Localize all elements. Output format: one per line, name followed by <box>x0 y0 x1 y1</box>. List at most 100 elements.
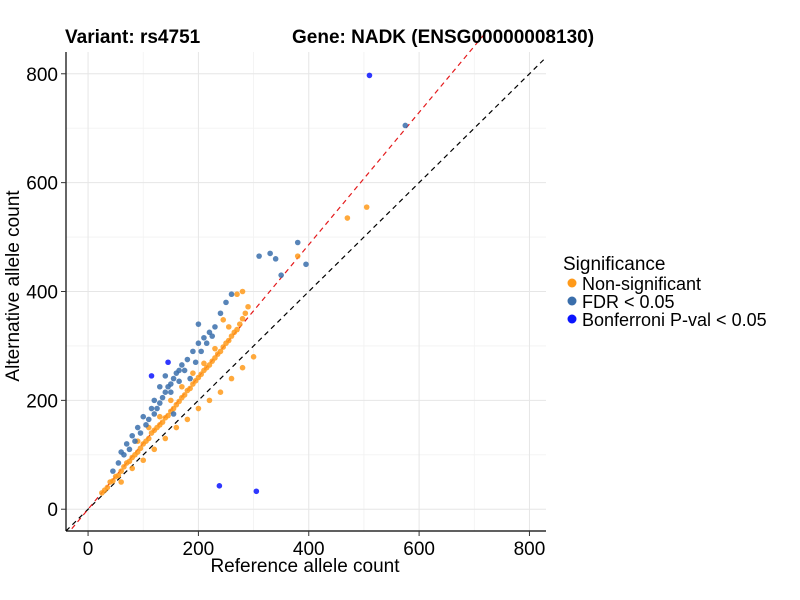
data-points <box>99 72 409 496</box>
point-fdr-0-05 <box>209 333 216 339</box>
point-fdr-0-05 <box>179 362 185 368</box>
point-fdr-0-05 <box>181 367 188 374</box>
point-non-significant <box>234 291 240 298</box>
point-fdr-0-05 <box>176 378 182 385</box>
x-tick-label: 400 <box>293 539 325 560</box>
point-non-significant <box>110 478 116 484</box>
point-non-significant <box>201 360 207 367</box>
y-tick-label: 600 <box>26 174 58 195</box>
point-non-significant <box>159 419 166 425</box>
point-fdr-0-05 <box>195 321 202 327</box>
point-non-significant <box>129 465 136 472</box>
point-fdr-0-05 <box>134 424 141 431</box>
x-axis-label: Reference allele count <box>210 556 400 577</box>
point-fdr-0-05 <box>156 383 163 390</box>
point-non-significant <box>212 345 218 352</box>
point-fdr-0-05 <box>256 253 262 259</box>
point-fdr-0-05 <box>156 400 163 406</box>
legend-label: FDR < 0.05 <box>582 292 675 312</box>
point-bonferroni-p-val-0-05 <box>165 359 171 366</box>
point-fdr-0-05 <box>151 411 158 417</box>
point-fdr-0-05 <box>198 348 204 355</box>
point-non-significant <box>151 446 158 453</box>
point-fdr-0-05 <box>223 299 229 306</box>
point-fdr-0-05 <box>272 256 279 262</box>
point-non-significant <box>220 317 227 323</box>
point-non-significant <box>179 383 185 390</box>
point-fdr-0-05 <box>159 394 166 401</box>
point-non-significant <box>206 397 213 404</box>
point-non-significant <box>104 484 111 491</box>
point-fdr-0-05 <box>303 261 309 268</box>
point-fdr-0-05 <box>170 375 177 382</box>
point-non-significant <box>245 303 251 310</box>
point-fdr-0-05 <box>118 449 124 455</box>
point-fdr-0-05 <box>154 405 160 412</box>
axes: 0 200 400 600 800 0 200 400 600 800 <box>26 52 546 560</box>
point-fdr-0-05 <box>170 411 177 417</box>
point-bonferroni-p-val-0-05 <box>253 488 260 495</box>
x-tick-label: 200 <box>183 539 215 560</box>
point-non-significant <box>145 435 152 442</box>
point-non-significant <box>217 348 224 355</box>
y-tick-label: 0 <box>47 500 58 521</box>
point-non-significant <box>225 324 232 330</box>
point-fdr-0-05 <box>115 460 122 466</box>
point-non-significant <box>168 397 174 404</box>
point-non-significant <box>118 468 124 474</box>
point-non-significant <box>190 370 196 376</box>
point-non-significant <box>236 321 243 327</box>
point-non-significant <box>187 385 193 392</box>
grid-lines <box>66 52 546 531</box>
point-fdr-0-05 <box>294 239 301 246</box>
point-non-significant <box>195 405 202 412</box>
point-fdr-0-05 <box>267 250 273 257</box>
legend-label: Bonferroni P-val < 0.05 <box>582 310 767 330</box>
point-fdr-0-05 <box>217 310 224 317</box>
point-fdr-0-05 <box>278 272 284 278</box>
point-non-significant <box>363 204 370 210</box>
point-bonferroni-p-val-0-05 <box>366 72 373 79</box>
point-fdr-0-05 <box>168 381 174 387</box>
legend-label: Non-significant <box>582 274 701 294</box>
point-non-significant <box>173 424 180 431</box>
point-fdr-0-05 <box>145 416 152 423</box>
point-non-significant <box>118 479 124 485</box>
point-non-significant <box>250 354 257 360</box>
point-non-significant <box>156 413 163 420</box>
x-tick-label: 600 <box>403 539 435 560</box>
point-bonferroni-p-val-0-05 <box>148 373 155 379</box>
legend-swatch <box>567 314 577 324</box>
point-fdr-0-05 <box>129 432 136 439</box>
point-non-significant <box>228 375 235 382</box>
title-variant: Variant: rs4751 <box>65 27 201 48</box>
point-fdr-0-05 <box>203 340 210 347</box>
y-tick-label: 400 <box>26 283 58 304</box>
reference-line-identity <box>66 56 546 531</box>
point-non-significant <box>181 392 188 398</box>
y-axis-label: Alternative allele count <box>3 190 24 382</box>
point-non-significant <box>217 389 224 395</box>
point-fdr-0-05 <box>132 438 138 444</box>
point-fdr-0-05 <box>143 422 149 428</box>
point-fdr-0-05 <box>212 324 218 330</box>
point-non-significant <box>239 364 246 371</box>
point-fdr-0-05 <box>123 441 130 447</box>
point-non-significant <box>184 416 191 423</box>
point-fdr-0-05 <box>168 389 174 395</box>
title-gene: Gene: NADK (ENSG00000008130) <box>292 27 594 48</box>
point-fdr-0-05 <box>176 367 182 374</box>
legend-swatch <box>567 278 577 288</box>
point-fdr-0-05 <box>187 375 193 382</box>
point-non-significant <box>137 445 144 452</box>
point-non-significant <box>165 412 171 419</box>
point-non-significant <box>344 215 351 221</box>
y-tick-label: 200 <box>26 391 58 412</box>
point-non-significant <box>239 315 246 322</box>
point-fdr-0-05 <box>137 430 144 436</box>
point-non-significant <box>239 288 246 295</box>
point-non-significant <box>242 310 249 317</box>
point-fdr-0-05 <box>110 468 116 474</box>
